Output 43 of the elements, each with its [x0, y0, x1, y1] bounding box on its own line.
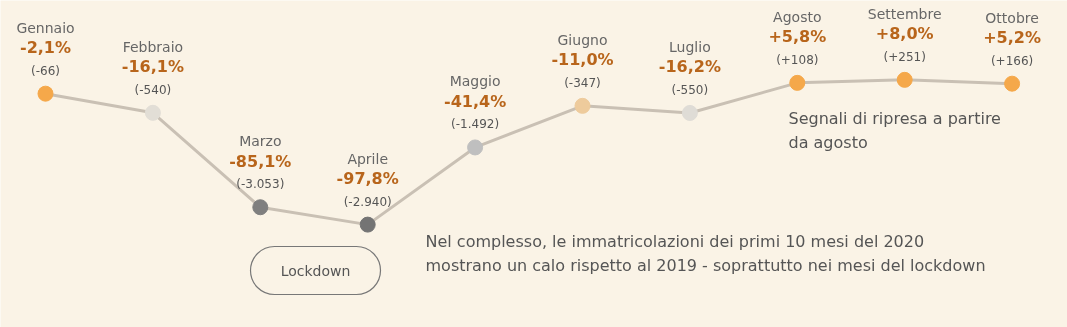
point [37, 85, 54, 102]
point [896, 71, 913, 88]
annotation: (-550) [671, 82, 709, 97]
point [252, 199, 269, 216]
annotation: Lockdown [280, 262, 351, 279]
point [681, 104, 698, 121]
x-tick-label: Giugno [557, 31, 608, 48]
annotation: (-66) [31, 63, 60, 78]
data-label: -16,2% [658, 57, 721, 77]
x-tick-label: Settembre [867, 5, 942, 22]
x-tick-label: Maggio [449, 73, 501, 90]
annotation: (-347) [564, 75, 601, 90]
data-label: +5,8% [768, 27, 827, 47]
x-tick-label: Febbraio [122, 38, 184, 55]
point [359, 216, 376, 233]
point [144, 104, 161, 121]
data-label: -97,8% [336, 169, 399, 189]
data-label: -2,1% [19, 38, 72, 58]
annotation: (+166) [990, 53, 1034, 68]
annotation: (-2.940) [343, 194, 392, 209]
point [574, 97, 591, 114]
annotation: (+108) [776, 52, 819, 67]
annotation: (-3.053) [236, 177, 285, 192]
x-tick-label: Aprile [347, 150, 389, 167]
annotation: Nel complesso, le immatricolazioni dei primi 10 mesi del 2020 mostrano un calo rispetto al 2019 - soprattutto nei mesi del lockdown [425, 231, 986, 276]
x-tick-label: Ottobre [985, 9, 1039, 26]
annotation: (-540) [134, 82, 172, 97]
x-tick-label: Agosto [773, 8, 822, 25]
annotation: (-1.492) [451, 117, 500, 132]
data-label: -16,1% [121, 57, 184, 77]
data-label: -85,1% [229, 151, 292, 171]
data-label: +5,2% [983, 28, 1041, 48]
x-tick-label: Marzo [239, 133, 282, 150]
x-tick-label: Gennaio [16, 19, 75, 36]
data-label: +8,0% [875, 24, 934, 44]
annotation: (+251) [883, 49, 926, 64]
data-label: -11,0% [551, 50, 614, 70]
point [1004, 75, 1021, 92]
annotation: Segnali di ripresa a partire da agosto [788, 108, 1001, 153]
point [789, 74, 806, 91]
x-tick-label: Luglio [669, 38, 711, 55]
point [467, 139, 484, 156]
data-label: -41,4% [444, 91, 507, 111]
